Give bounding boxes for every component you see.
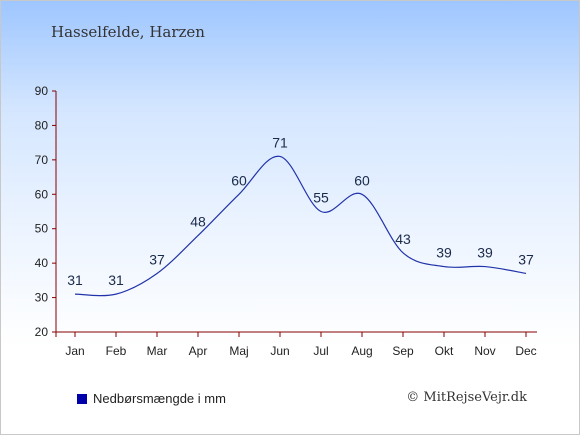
data-label: 48: [190, 214, 206, 230]
y-tick-label: 30: [35, 291, 49, 305]
x-tick-label: Jun: [270, 344, 289, 358]
data-label: 71: [272, 134, 288, 150]
data-label: 31: [108, 272, 124, 288]
x-tick-label: Okt: [435, 344, 454, 358]
x-tick-label: Apr: [189, 344, 208, 358]
chart-title: Hasselfelde, Harzen: [51, 23, 205, 41]
legend: Nedbørsmængde i mm: [77, 391, 226, 406]
x-tick-label: Jul: [313, 344, 328, 358]
y-tick-label: 20: [35, 325, 49, 339]
y-tick-label: 60: [35, 187, 49, 201]
x-tick-label: Feb: [106, 344, 127, 358]
x-tick-label: Sep: [392, 344, 414, 358]
data-label: 60: [354, 172, 370, 188]
y-tick-label: 90: [35, 84, 49, 98]
legend-swatch: [77, 393, 87, 404]
data-label: 37: [149, 251, 165, 267]
y-tick-label: 50: [35, 222, 49, 236]
data-label: 39: [436, 245, 452, 261]
data-label: 60: [231, 172, 247, 188]
y-tick-label: 70: [35, 153, 49, 167]
data-label: 43: [395, 231, 411, 247]
series-line: [74, 155, 527, 297]
y-tick-label: 40: [35, 256, 49, 270]
x-tick-label: Mar: [147, 344, 168, 358]
x-tick-label: Aug: [351, 344, 372, 358]
data-label: 31: [67, 272, 83, 288]
data-label: 39: [477, 245, 493, 261]
legend-label: Nedbørsmængde i mm: [93, 391, 226, 406]
x-tick-label: Maj: [229, 344, 248, 358]
x-tick-label: Jan: [65, 344, 84, 358]
credit-text: © MitRejseVejr.dk: [406, 390, 527, 405]
data-label: 37: [518, 251, 534, 267]
data-label: 55: [313, 190, 329, 206]
y-tick-label: 80: [35, 118, 49, 132]
x-tick-label: Dec: [515, 344, 536, 358]
x-tick-label: Nov: [474, 344, 495, 358]
